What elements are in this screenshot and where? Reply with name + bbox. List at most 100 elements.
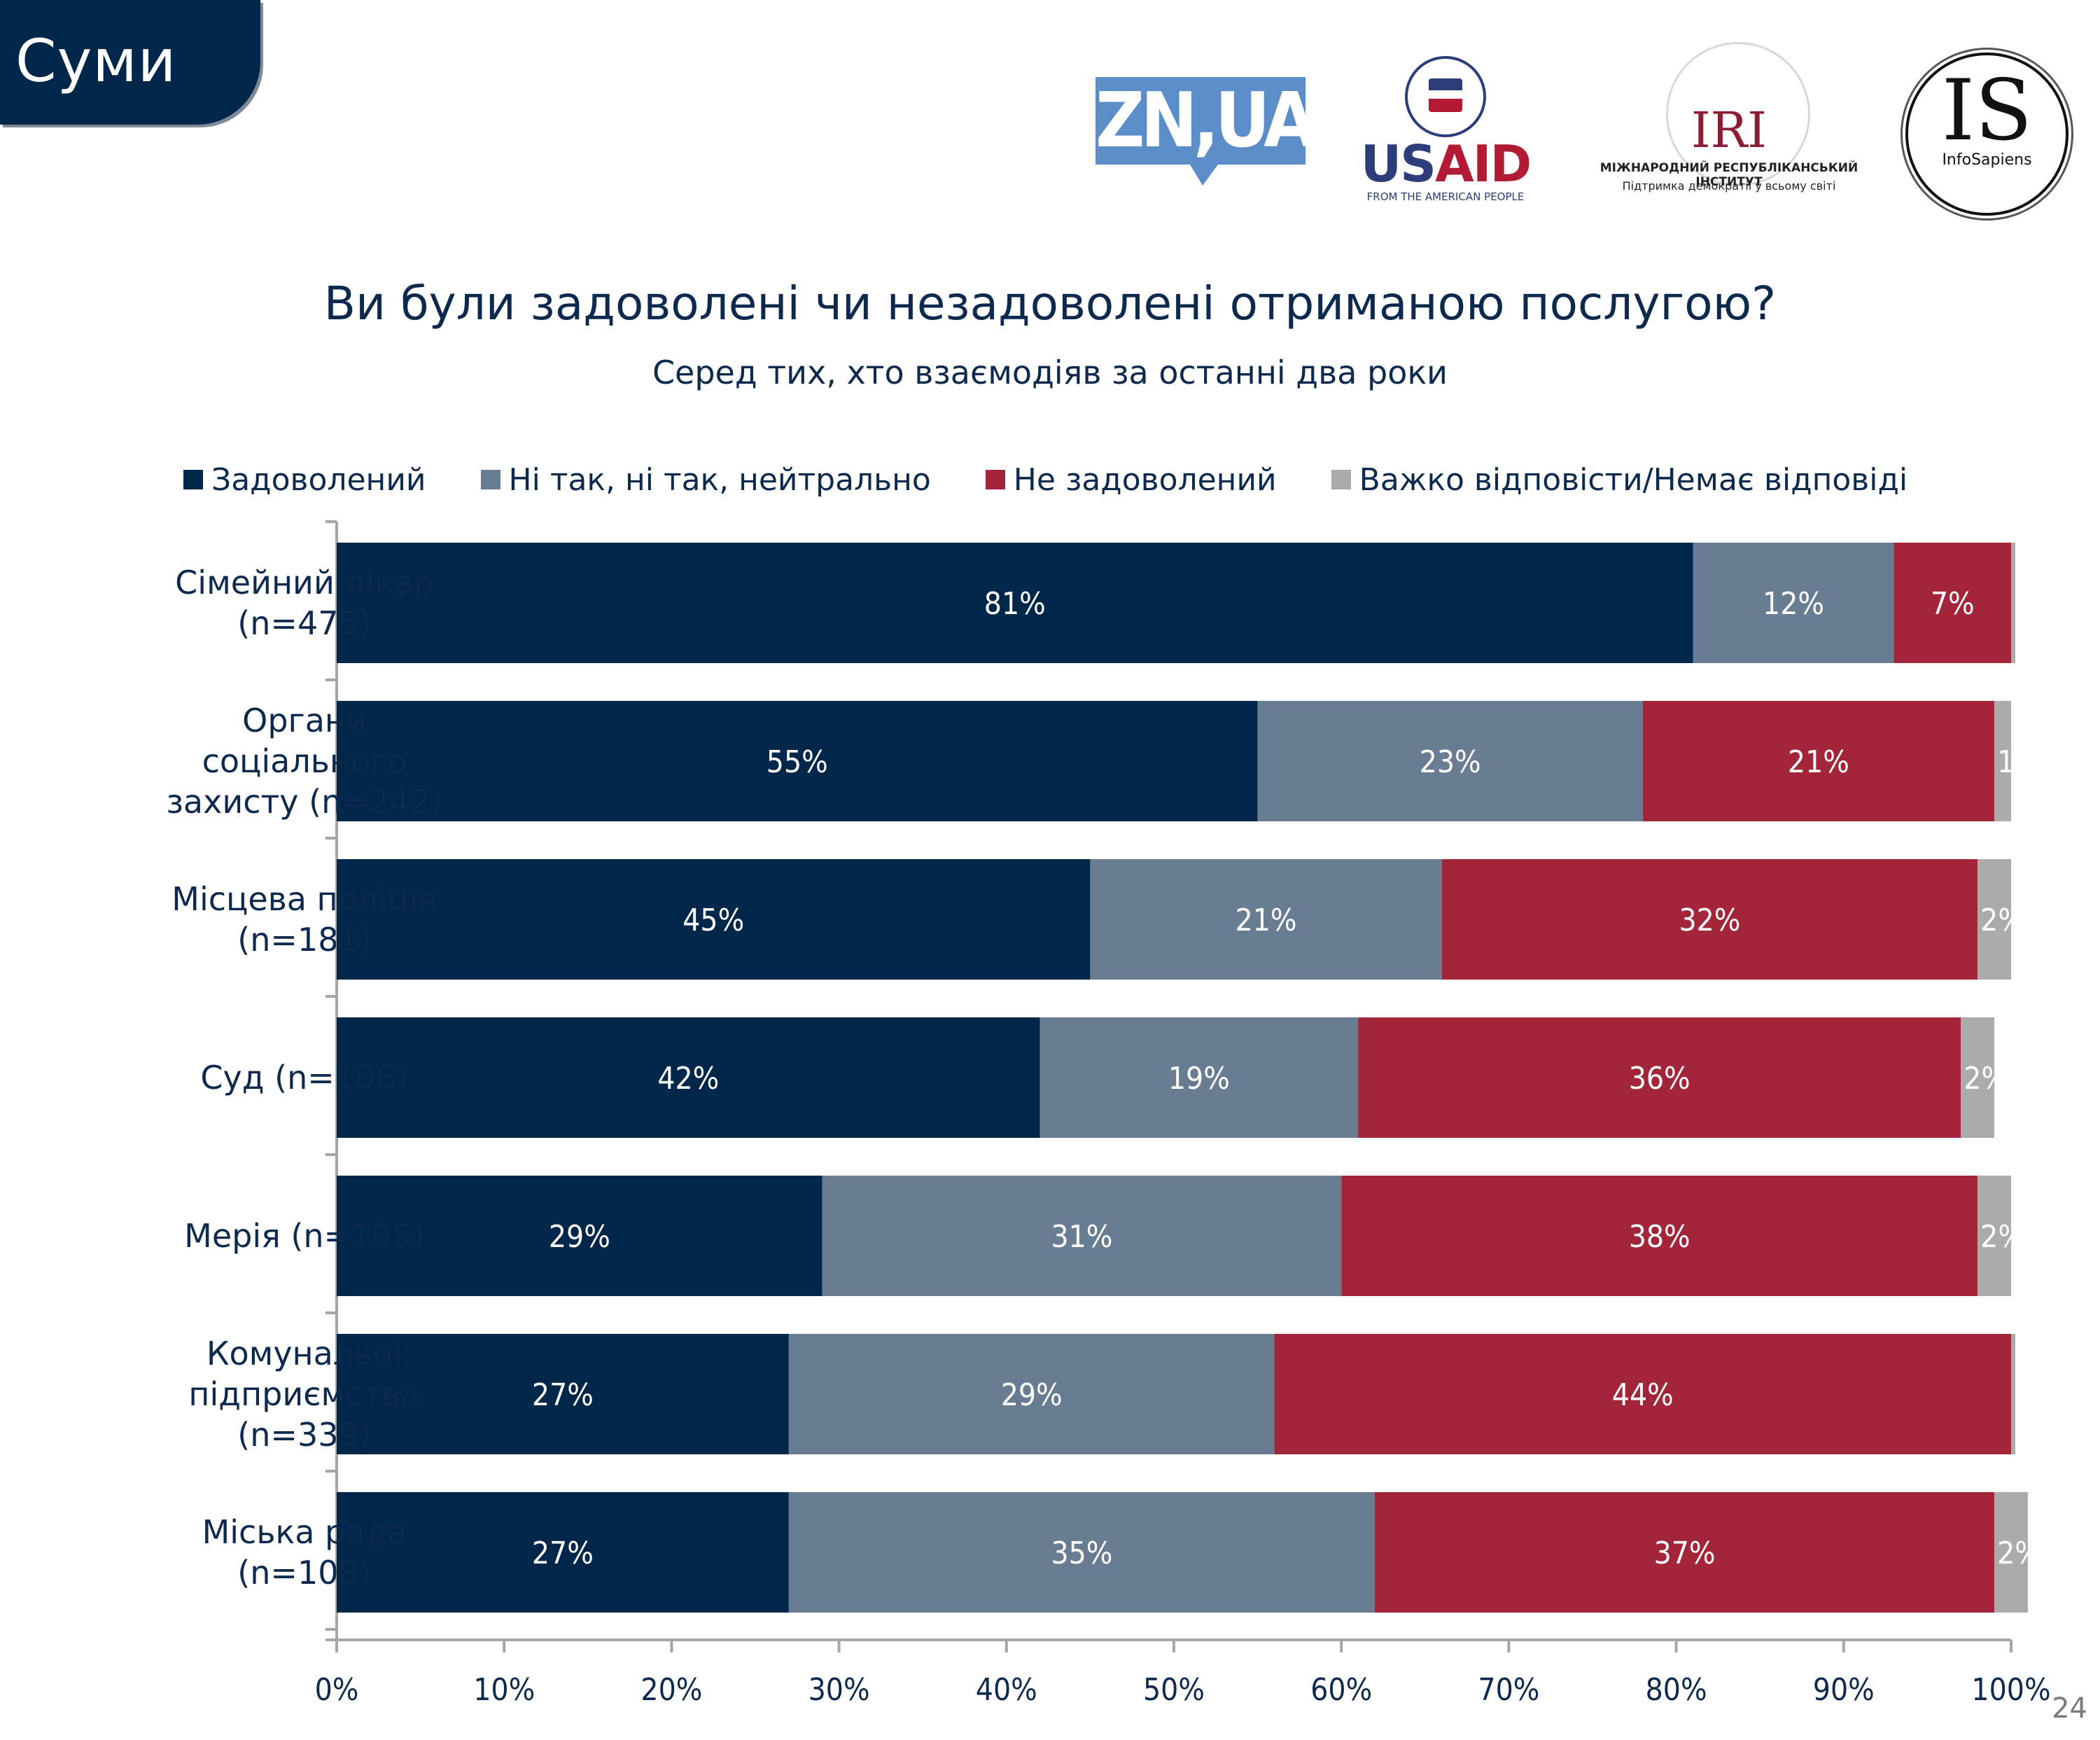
bar-segment <box>1441 859 1978 980</box>
data-label: 2% <box>1980 1219 2024 1255</box>
bar-segment <box>1358 1017 1961 1138</box>
category-label: (n=475) <box>237 604 371 642</box>
iri-name: МІЖНАРОДНИЙ РЕСПУБЛІКАНСЬКИЙ ІНСТИТУТ <box>1600 161 1858 189</box>
bar-segment <box>337 859 1091 980</box>
iri-tagline: Підтримка демократії у всьому світі <box>1622 179 1836 193</box>
data-label: 19% <box>1168 1061 1230 1097</box>
data-label: 0% <box>2014 586 2058 622</box>
x-tick-label: 50% <box>1143 1672 1205 1708</box>
x-tick-label: 30% <box>808 1672 870 1708</box>
category-label: соціального <box>202 742 407 780</box>
bar-segment <box>788 1334 1275 1454</box>
infosapiens-wordmark: IS <box>1941 62 2033 160</box>
x-tick-label: 0% <box>315 1672 359 1708</box>
bar-segment <box>2011 543 2015 663</box>
category-label: (n=108) <box>237 1554 371 1592</box>
legend-swatch <box>480 470 500 489</box>
data-label: 32% <box>1679 903 1740 938</box>
usaid-seal-icon <box>1405 56 1486 137</box>
data-label: 44% <box>1612 1377 1674 1413</box>
data-label: 0% <box>2014 1377 2058 1413</box>
data-label: 2% <box>1963 1061 2008 1097</box>
data-label: 38% <box>1629 1219 1690 1255</box>
legend-swatch <box>1331 470 1351 489</box>
infosapiens-name: InfoSapiens <box>1942 151 2032 169</box>
bar-segment <box>1257 701 1643 821</box>
bar-segment <box>822 1176 1342 1296</box>
data-label: 42% <box>657 1061 719 1097</box>
data-label: 27% <box>532 1536 594 1571</box>
category-label: Органи <box>242 702 367 739</box>
bar-segment <box>1642 701 1995 821</box>
category-label: захисту (n=242) <box>166 783 442 821</box>
bar-segment <box>1994 701 2011 821</box>
bar-segment <box>1893 543 2011 663</box>
chart-legend: Задоволений Ні так, ні так, нейтрально Н… <box>183 459 1962 501</box>
data-label: 55% <box>766 744 828 780</box>
zn-ua-logo-tail <box>1190 165 1218 186</box>
category-label: (n=339) <box>237 1416 371 1454</box>
x-tick-label: 80% <box>1646 1672 1707 1708</box>
category-label: Місцева поліція <box>172 880 437 918</box>
bar-segment <box>337 1176 822 1296</box>
data-label: 36% <box>1629 1061 1690 1097</box>
legend-label: Не задоволений <box>1013 461 1277 498</box>
usaid-us: US <box>1360 134 1436 193</box>
usaid-logo: USAID FROM THE AMERICAN PEOPLE <box>1351 56 1540 210</box>
legend-item-dissatisfied: Не задоволений <box>985 461 1277 498</box>
x-tick-label: 90% <box>1813 1672 1875 1708</box>
data-label: 21% <box>1788 744 1849 780</box>
category-label: підприємства <box>188 1375 420 1413</box>
bar-segment <box>337 701 1258 821</box>
bar-segment <box>337 1492 789 1613</box>
data-label: 23% <box>1420 744 1481 780</box>
bar-segment <box>2011 1334 2015 1454</box>
data-label: 12% <box>1763 586 1824 622</box>
category-label: Комунальні <box>206 1335 402 1372</box>
usaid-aid: AID <box>1435 134 1532 193</box>
x-tick-label: 70% <box>1478 1672 1539 1708</box>
bar-segment <box>788 1492 1376 1613</box>
category-label: Суд (n=106) <box>200 1059 408 1097</box>
legend-item-neutral: Ні так, ні так, нейтрально <box>480 461 931 498</box>
data-label: 81% <box>984 586 1046 622</box>
bar-segment <box>337 1017 1040 1138</box>
bar-segment <box>337 543 1693 663</box>
x-tick-label: 40% <box>976 1672 1037 1708</box>
category-label: Сімейний лікар <box>175 564 434 601</box>
x-tick-label: 10% <box>473 1672 535 1708</box>
legend-item-no-answer: Важко відповісти/Немає відповіді <box>1331 462 1907 498</box>
bar-segment <box>1977 859 2011 980</box>
data-label: 35% <box>1051 1536 1112 1571</box>
category-label: Мерія (n=105) <box>184 1217 425 1255</box>
data-label: 29% <box>549 1219 610 1255</box>
chart-subtitle: Серед тих, хто взаємодіяв за останні два… <box>652 354 1448 391</box>
bar-segment <box>1977 1176 2011 1296</box>
data-label: 1% <box>1997 744 2041 780</box>
data-label: 37% <box>1654 1536 1716 1571</box>
category-label: Міська рада <box>202 1513 407 1551</box>
usaid-wordmark: USAID <box>1351 137 1540 190</box>
data-label: 29% <box>1001 1377 1063 1413</box>
bar-segment <box>1961 1017 1995 1138</box>
legend-label: Задоволений <box>211 461 426 498</box>
chart-title: Ви були задоволені чи незадоволені отрим… <box>323 277 1777 330</box>
page-number: 24 <box>2052 1692 2087 1725</box>
bar-segment <box>1693 543 1894 663</box>
legend-swatch <box>985 470 1005 489</box>
iri-logo: IRI МІЖНАРОДНИЙ РЕСПУБЛІКАНСЬКИЙ ІНСТИТУ… <box>1575 42 1883 210</box>
legend-label: Ні так, ні так, нейтрально <box>508 461 931 498</box>
category-label: (n=181) <box>237 921 371 959</box>
city-label: Суми <box>15 27 177 95</box>
data-label: 45% <box>682 903 744 938</box>
data-label: 2% <box>1997 1536 2041 1571</box>
globe-icon <box>1666 42 1810 186</box>
bar-segment <box>337 1334 789 1454</box>
partner-logos: ZN,UA USAID FROM THE AMERICAN PEOPLE IRI… <box>1092 42 2086 217</box>
bar-segment <box>1274 1334 2011 1454</box>
zn-ua-logo: ZN,UA <box>1096 77 1316 165</box>
bar-segment <box>1375 1492 1995 1613</box>
data-label: 31% <box>1051 1219 1112 1255</box>
bar-segment <box>1090 859 1442 980</box>
